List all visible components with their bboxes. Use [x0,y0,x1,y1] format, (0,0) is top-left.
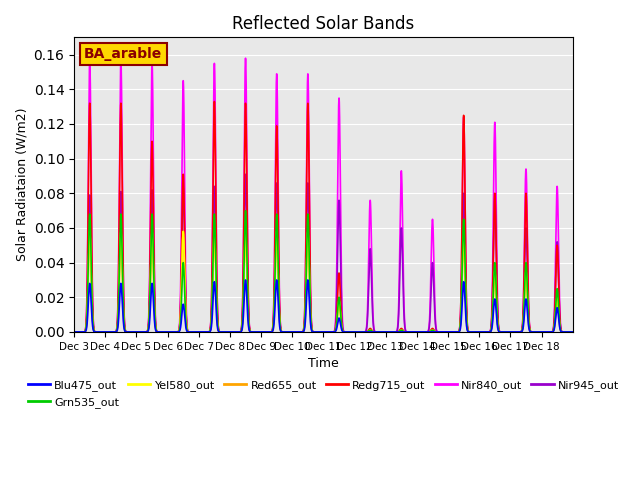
Redg715_out [211,98,218,104]
Blu475_out [389,329,397,335]
Nir840_out [88,207,95,213]
Blu475_out [70,329,78,335]
Yel580_out [361,329,369,335]
Line: Grn535_out: Grn535_out [74,211,573,332]
Nir840_out [262,329,269,335]
Line: Red655_out: Red655_out [74,231,573,332]
Red655_out [262,329,269,335]
Yel580_out [374,329,382,335]
Nir945_out [242,171,250,177]
Nir840_out [305,108,312,113]
Y-axis label: Solar Radiataion (W/m2): Solar Radiataion (W/m2) [15,108,28,262]
Yel580_out [88,288,95,294]
Red655_out [374,329,382,335]
Blu475_out [451,329,458,335]
Blu475_out [374,329,382,335]
Grn535_out [361,329,369,335]
Nir840_out [242,55,250,61]
Nir945_out [361,329,369,335]
Nir945_out [70,329,78,335]
Redg715_out [262,329,269,335]
Yel580_out [305,243,312,249]
Grn535_out [569,329,577,335]
Blu475_out [242,277,250,283]
Redg715_out [413,329,420,335]
Red655_out [451,329,458,335]
Nir945_out [262,329,269,335]
Red655_out [569,329,577,335]
Red655_out [305,243,312,249]
Redg715_out [305,133,312,139]
Line: Redg715_out: Redg715_out [74,101,573,332]
Legend: Blu475_out, Grn535_out, Yel580_out, Red655_out, Redg715_out, Nir840_out, Nir945_: Blu475_out, Grn535_out, Yel580_out, Red6… [23,376,624,412]
Yel580_out [70,329,78,335]
Yel580_out [262,329,269,335]
Line: Nir840_out: Nir840_out [74,58,573,332]
Nir840_out [374,329,382,335]
Text: BA_arable: BA_arable [84,47,163,61]
Blu475_out [88,307,95,313]
Yel580_out [86,228,93,234]
Grn535_out [262,329,269,335]
Blu475_out [305,285,312,290]
Red655_out [88,288,95,294]
Yel580_out [413,329,420,335]
Red655_out [413,329,420,335]
X-axis label: Time: Time [308,357,339,370]
Nir840_out [70,329,78,335]
Yel580_out [569,329,577,335]
Red655_out [70,329,78,335]
Redg715_out [88,226,95,232]
Line: Yel580_out: Yel580_out [74,231,573,332]
Nir945_out [569,329,577,335]
Red655_out [86,228,93,234]
Redg715_out [569,329,577,335]
Nir840_out [361,329,369,335]
Redg715_out [374,329,382,335]
Blu475_out [569,329,577,335]
Grn535_out [70,329,78,335]
Red655_out [361,329,369,335]
Blu475_out [361,329,369,335]
Nir945_out [374,329,382,335]
Grn535_out [374,329,382,335]
Yel580_out [451,329,458,335]
Nir840_out [569,329,577,335]
Title: Reflected Solar Bands: Reflected Solar Bands [232,15,415,33]
Grn535_out [305,228,312,234]
Redg715_out [70,329,78,335]
Nir840_out [451,329,458,335]
Grn535_out [242,208,250,214]
Grn535_out [88,276,95,282]
Redg715_out [451,329,458,335]
Grn535_out [413,329,420,335]
Line: Blu475_out: Blu475_out [74,280,573,332]
Redg715_out [361,329,369,335]
Line: Nir945_out: Nir945_out [74,174,573,332]
Nir945_out [88,267,95,273]
Grn535_out [451,329,458,335]
Blu475_out [262,329,269,335]
Nir945_out [305,201,312,207]
Nir945_out [451,329,458,335]
